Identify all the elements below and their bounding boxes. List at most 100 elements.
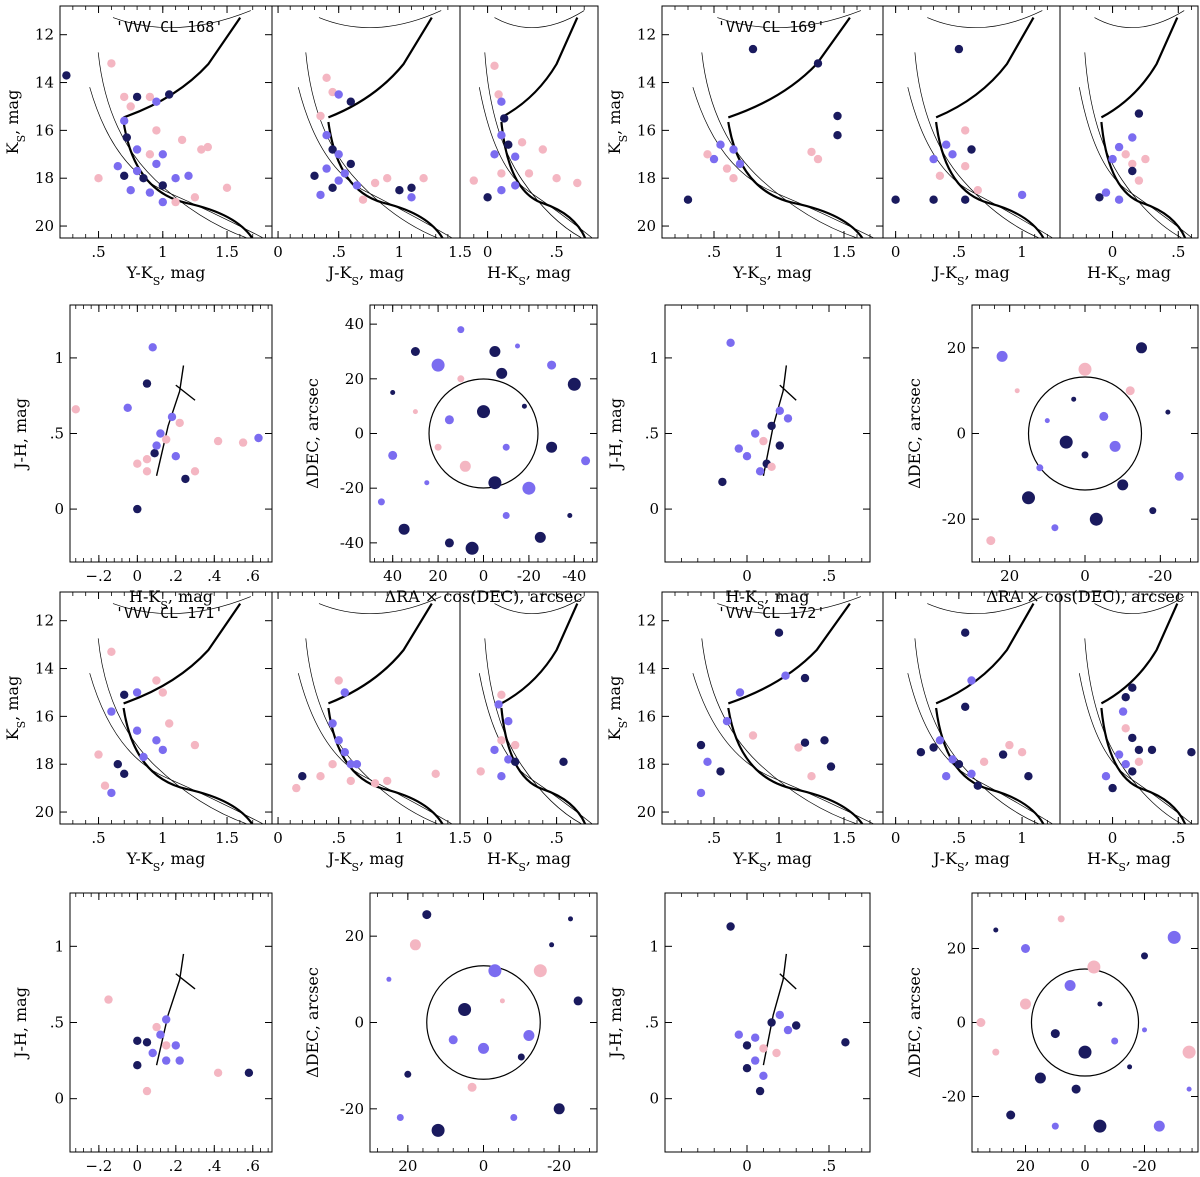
- plot-frame: [1059, 5, 1199, 239]
- isochrone-thin: [1094, 596, 1185, 614]
- data-point-mid: [158, 150, 167, 159]
- data-point-dark: [500, 114, 509, 123]
- data-point-mid: [175, 1056, 184, 1065]
- data-point-mid: [444, 415, 454, 425]
- data-point-dark: [133, 504, 142, 514]
- data-point-pink: [152, 676, 161, 685]
- data-point-mid: [478, 1042, 489, 1054]
- data-point-dark: [1128, 683, 1137, 692]
- data-point-dark: [1097, 1001, 1103, 1007]
- isochrone-thin: [717, 596, 862, 614]
- data-point-dark: [511, 757, 520, 766]
- data-point-pink: [1141, 154, 1150, 164]
- x-tick-label: 0: [483, 243, 493, 261]
- data-point-mid: [734, 444, 743, 453]
- data-point-mid: [340, 748, 349, 757]
- data-point-pink: [459, 460, 471, 472]
- isochrone-thin: [478, 673, 593, 824]
- data-point-pink: [457, 375, 465, 383]
- data-point-dark: [142, 379, 152, 388]
- data-point-mid: [148, 343, 157, 352]
- data-point-dark: [820, 736, 829, 745]
- data-point-mid: [1128, 133, 1137, 142]
- x-tick-label: 1.5: [448, 243, 472, 261]
- isochrone-thin: [494, 10, 585, 28]
- data-point-dark: [767, 1018, 776, 1027]
- data-point-dark: [390, 390, 396, 395]
- data-point-dark: [1134, 745, 1144, 755]
- y-tick-label: 0: [354, 425, 364, 443]
- plot-frame: [882, 591, 1061, 825]
- x-axis-label: H-KS, mag: [1087, 263, 1171, 288]
- plot-frame: [971, 892, 1199, 1153]
- data-point-mid: [1021, 944, 1030, 953]
- plot-area: [476, 596, 593, 824]
- data-point-pink: [467, 1082, 477, 1092]
- data-point-dark: [1187, 748, 1196, 757]
- y-tick-label: 14: [35, 74, 54, 92]
- isochrone-thin: [484, 52, 583, 238]
- isochrone-thin: [701, 638, 859, 824]
- data-point-pink: [1078, 362, 1092, 376]
- data-point-dark: [488, 476, 502, 490]
- data-point-pink: [794, 743, 803, 752]
- data-point-dark: [961, 195, 970, 204]
- data-point-mid: [328, 719, 337, 728]
- data-point-pink: [490, 61, 499, 70]
- data-point-dark: [929, 195, 938, 204]
- data-point-pink: [152, 126, 161, 135]
- data-point-dark: [567, 377, 581, 391]
- plot-frame: [69, 304, 273, 563]
- data-point-dark: [1034, 1072, 1046, 1084]
- data-point-mid: [722, 717, 732, 726]
- isochrone-thin: [89, 673, 264, 824]
- data-point-pink: [126, 102, 135, 111]
- data-point-dark: [150, 449, 159, 458]
- x-tick-label: 40: [383, 567, 402, 585]
- data-point-pink: [203, 142, 212, 152]
- data-point-dark: [1141, 952, 1148, 960]
- data-point-dark: [683, 195, 693, 204]
- data-point-pink: [292, 783, 301, 793]
- data-point-pink: [177, 135, 187, 145]
- data-point-mid: [424, 480, 430, 486]
- data-point-dark: [496, 367, 508, 379]
- x-tick-label: 0: [479, 1157, 489, 1175]
- y-axis-label: KS, mag: [605, 90, 630, 155]
- y-tick-label: 1: [54, 937, 64, 955]
- data-point-dark: [444, 538, 454, 548]
- data-point-pink: [145, 150, 155, 159]
- x-tick-label: 20: [1016, 1157, 1035, 1175]
- data-point-pink: [322, 73, 331, 83]
- data-point-dark: [916, 748, 926, 757]
- data-point-dark: [1128, 166, 1137, 176]
- data-point-mid: [254, 433, 263, 443]
- y-axis-label: KS, mag: [3, 90, 28, 155]
- x-axis-label: J-KS, mag: [326, 849, 404, 874]
- isochrone-thin: [305, 52, 439, 238]
- x-tick-label: 0: [483, 829, 493, 847]
- data-point-mid: [388, 450, 398, 460]
- data-point-pink: [431, 769, 440, 778]
- isochrone-thin: [112, 596, 251, 614]
- y-tick-label: .5: [645, 425, 659, 443]
- x-tick-label: .5: [707, 243, 721, 261]
- data-point-dark: [1121, 693, 1130, 702]
- plot-area: [377, 326, 591, 555]
- data-point-mid: [581, 456, 591, 466]
- y-axis-label: J-H, mag: [606, 987, 625, 1060]
- data-point-mid: [729, 145, 738, 154]
- x-axis-label: Y-KS, mag: [126, 263, 206, 288]
- x-tick-label: 0: [891, 243, 901, 261]
- data-point-mid: [171, 452, 180, 461]
- x-axis-label: ΔRA × cos(DEC), arcsec: [385, 587, 583, 606]
- data-point-mid: [948, 755, 957, 764]
- isochrone-thin: [305, 638, 439, 824]
- plot-frame: [882, 5, 1061, 239]
- data-point-mid: [488, 964, 502, 978]
- panel-11: .5 1 1.5 12 14 16 18 20 Y-KS, mag KS, mag 'VVV CL …: [3, 591, 273, 874]
- data-point-pink: [107, 647, 116, 656]
- data-point-pink: [524, 169, 534, 178]
- panel-6: 0 .5H-KS, mag: [1059, 5, 1199, 288]
- data-point-dark: [891, 195, 900, 204]
